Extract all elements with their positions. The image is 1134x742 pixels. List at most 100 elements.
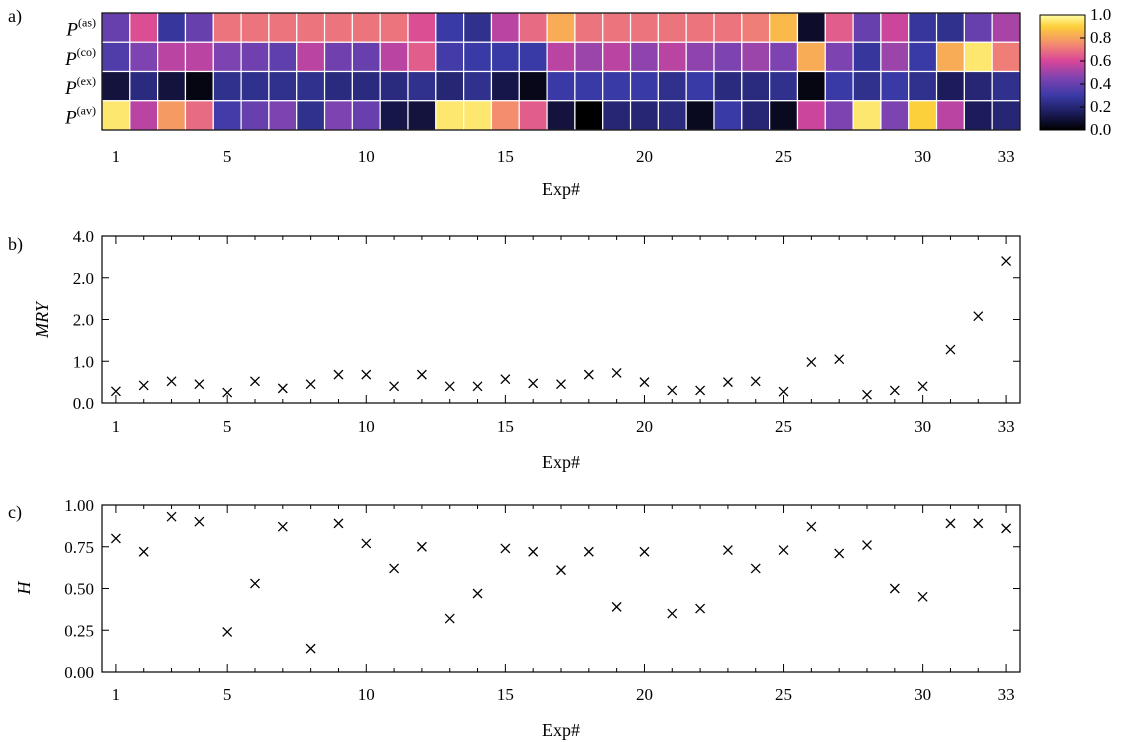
heatmap-cell bbox=[963, 100, 993, 131]
heatmap-cell bbox=[991, 100, 1021, 131]
heatmap-xtick-label: 20 bbox=[636, 147, 653, 166]
data-point bbox=[222, 387, 233, 398]
heatmap-cell bbox=[490, 12, 520, 43]
heatmap-cell bbox=[323, 41, 353, 73]
heatmap-cell bbox=[935, 70, 965, 102]
heatmap-cell bbox=[574, 70, 604, 102]
h-axes: 0.000.250.500.751.001 5 10 15 20 25 30 33 bbox=[64, 496, 1020, 704]
heatmap-cell bbox=[518, 100, 548, 131]
heatmap-cell bbox=[546, 70, 576, 102]
colorbar-tick-label: 0.0 bbox=[1090, 120, 1111, 139]
ytick-label: 1.00 bbox=[64, 496, 94, 515]
heatmap-cell bbox=[129, 100, 159, 131]
heatmap-cell bbox=[602, 12, 632, 43]
heatmap-cell bbox=[240, 12, 270, 43]
heatmap-cell bbox=[852, 12, 882, 43]
heatmap-xlabel: Exp# bbox=[542, 179, 580, 199]
data-point bbox=[945, 344, 956, 355]
data-point bbox=[361, 538, 372, 549]
data-point bbox=[862, 389, 872, 400]
heatmap-cell bbox=[518, 41, 548, 73]
heatmap-cell bbox=[769, 100, 799, 131]
heatmap-cell bbox=[490, 41, 520, 73]
heatmap-cell bbox=[463, 12, 493, 43]
heatmap-cell bbox=[379, 41, 409, 73]
heatmap-cell bbox=[908, 70, 938, 102]
heatmap-row-label: P(as) bbox=[65, 16, 96, 41]
data-point bbox=[667, 608, 678, 619]
heatmap-cell bbox=[629, 100, 659, 131]
h-frame bbox=[101, 504, 1021, 673]
heatmap-cell bbox=[685, 41, 715, 73]
heatmap-cell bbox=[935, 100, 965, 131]
data-point bbox=[639, 377, 650, 388]
data-point bbox=[444, 381, 455, 392]
heatmap-cell bbox=[713, 70, 743, 102]
heatmap-xtick-label: 33 bbox=[998, 147, 1015, 166]
data-point bbox=[333, 369, 344, 380]
data-point bbox=[973, 518, 984, 529]
heatmap-cell bbox=[268, 100, 298, 131]
data-point bbox=[250, 578, 260, 589]
data-point bbox=[778, 386, 789, 397]
heatmap-cell bbox=[796, 70, 826, 102]
data-point bbox=[834, 354, 845, 365]
data-point bbox=[250, 376, 260, 387]
heatmap-cell bbox=[852, 70, 882, 102]
heatmap-xtick-label: 5 bbox=[223, 147, 232, 166]
heatmap-xtick-label: 10 bbox=[358, 147, 375, 166]
data-point bbox=[611, 367, 622, 378]
heatmap-cell bbox=[184, 70, 214, 102]
heatmap-row-label: P(av) bbox=[64, 103, 96, 128]
heatmap-cell bbox=[268, 70, 298, 102]
heatmap-cell bbox=[824, 70, 854, 102]
heatmap-xticks: 1 5 10 15 20 25 30 33 bbox=[112, 147, 1015, 166]
data-point bbox=[110, 386, 121, 397]
heatmap-cell bbox=[546, 100, 576, 131]
heatmap-cell bbox=[351, 70, 381, 102]
heatmap-cell bbox=[157, 41, 187, 73]
heatmap-cell bbox=[657, 70, 687, 102]
colorbar-tick-label: 0.4 bbox=[1090, 74, 1112, 93]
heatmap-cell bbox=[101, 12, 131, 43]
data-point bbox=[416, 369, 427, 380]
heatmap-cell bbox=[240, 70, 270, 102]
heatmap-cell bbox=[435, 12, 465, 43]
xtick-label: 20 bbox=[636, 685, 653, 704]
heatmap-cell bbox=[101, 70, 131, 102]
heatmap-row-label: P(co) bbox=[64, 45, 96, 70]
colorbar-gradient bbox=[1039, 14, 1086, 131]
heatmap-cell bbox=[101, 41, 131, 73]
ytick-label: 4.0 bbox=[73, 227, 94, 246]
heatmap-cell bbox=[741, 100, 771, 131]
heatmap-cell bbox=[407, 41, 437, 73]
mry-ylabel: MRY bbox=[32, 300, 52, 339]
heatmap-cell bbox=[602, 41, 632, 73]
ytick-label: 1.0 bbox=[73, 352, 94, 371]
panel-label-a: a) bbox=[8, 6, 22, 27]
data-point bbox=[889, 385, 900, 396]
heatmap-cell bbox=[490, 70, 520, 102]
data-point bbox=[611, 601, 622, 612]
heatmap-cell bbox=[880, 12, 910, 43]
heatmap-cell bbox=[574, 12, 604, 43]
mry-scatter: 0.01.02.02.04.01 5 10 15 20 25 30 33 MRY Exp# bbox=[32, 227, 1021, 472]
heatmap-cell bbox=[157, 70, 187, 102]
mry-axes: 0.01.02.02.04.01 5 10 15 20 25 30 33 bbox=[73, 227, 1020, 436]
mry-xlabel: Exp# bbox=[542, 452, 580, 472]
xtick-label: 10 bbox=[358, 685, 375, 704]
data-point bbox=[444, 613, 455, 624]
ytick-label: 0.25 bbox=[64, 621, 94, 640]
mry-points bbox=[110, 256, 1012, 400]
heatmap-cell bbox=[796, 100, 826, 131]
heatmap-cell bbox=[463, 100, 493, 131]
data-point bbox=[305, 643, 316, 654]
ytick-label: 2.0 bbox=[73, 269, 94, 288]
heatmap-cell bbox=[101, 100, 131, 131]
ytick-label: 0.75 bbox=[64, 538, 94, 557]
heatmap-cell bbox=[268, 41, 298, 73]
xtick-label: 30 bbox=[914, 417, 931, 436]
heatmap-cell bbox=[212, 100, 242, 131]
data-point bbox=[472, 381, 483, 392]
data-point bbox=[806, 357, 817, 368]
